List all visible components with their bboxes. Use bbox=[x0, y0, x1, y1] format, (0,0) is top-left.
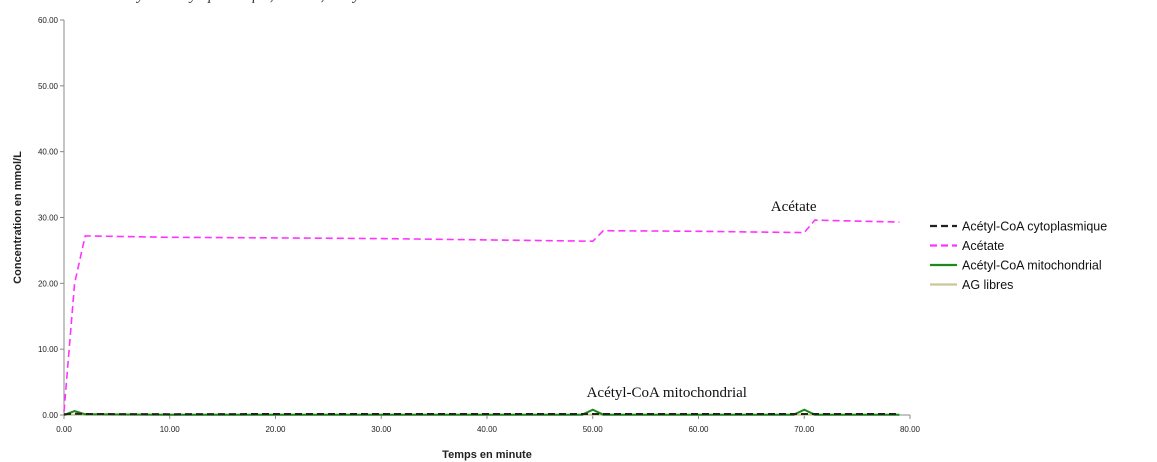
y-tick-label: 40.00 bbox=[38, 148, 59, 157]
annotation-group: Acétate Acétyl-CoA mitochondrial bbox=[587, 199, 817, 401]
figure-caption: Concentration en acétyl-CoA cytoplasmiqu… bbox=[4, 0, 1154, 8]
tick-group: 0.00 10.00 20.00 30.00 40.00 50.00 60.00 0.00 10… bbox=[38, 16, 921, 434]
y-tick-label: 30.00 bbox=[38, 214, 59, 223]
series-line-1 bbox=[63, 219, 900, 412]
legend-label: Acétate bbox=[962, 239, 1004, 253]
annotation-label: Acétyl-CoA mitochondrial bbox=[587, 385, 747, 401]
legend-label: AG libres bbox=[962, 278, 1013, 292]
legend-label: Acétyl-CoA mitochondrial bbox=[962, 259, 1102, 273]
x-tick-label: 70.00 bbox=[794, 425, 815, 434]
x-axis-title: Temps en minute bbox=[442, 449, 532, 461]
axes bbox=[63, 20, 910, 416]
y-axis-title: Concentration en mmol/L bbox=[12, 151, 24, 284]
series-group bbox=[63, 219, 900, 416]
x-tick-label: 80.00 bbox=[900, 425, 921, 434]
y-tick-label: 60.00 bbox=[38, 16, 59, 25]
x-tick-label: 10.00 bbox=[160, 425, 181, 434]
y-tick-label: 10.00 bbox=[38, 345, 59, 354]
legend: Acétyl-CoA cytoplasmique Acétate Acétyl-Co… bbox=[930, 220, 1107, 292]
series-line-0 bbox=[63, 412, 900, 416]
x-tick-label: 50.00 bbox=[583, 425, 604, 434]
annotation-label: Acétate bbox=[771, 199, 817, 215]
x-tick-label: 0.00 bbox=[56, 425, 72, 434]
y-tick-label: 0.00 bbox=[42, 411, 58, 420]
y-tick-label: 20.00 bbox=[38, 279, 59, 288]
y-tick-label: 50.00 bbox=[38, 82, 59, 91]
x-tick-label: 30.00 bbox=[371, 425, 392, 434]
legend-label: Acétyl-CoA cytoplasmique bbox=[962, 220, 1107, 234]
x-tick-label: 40.00 bbox=[477, 425, 498, 434]
x-tick-label: 60.00 bbox=[688, 425, 709, 434]
x-tick-label: 20.00 bbox=[265, 425, 286, 434]
